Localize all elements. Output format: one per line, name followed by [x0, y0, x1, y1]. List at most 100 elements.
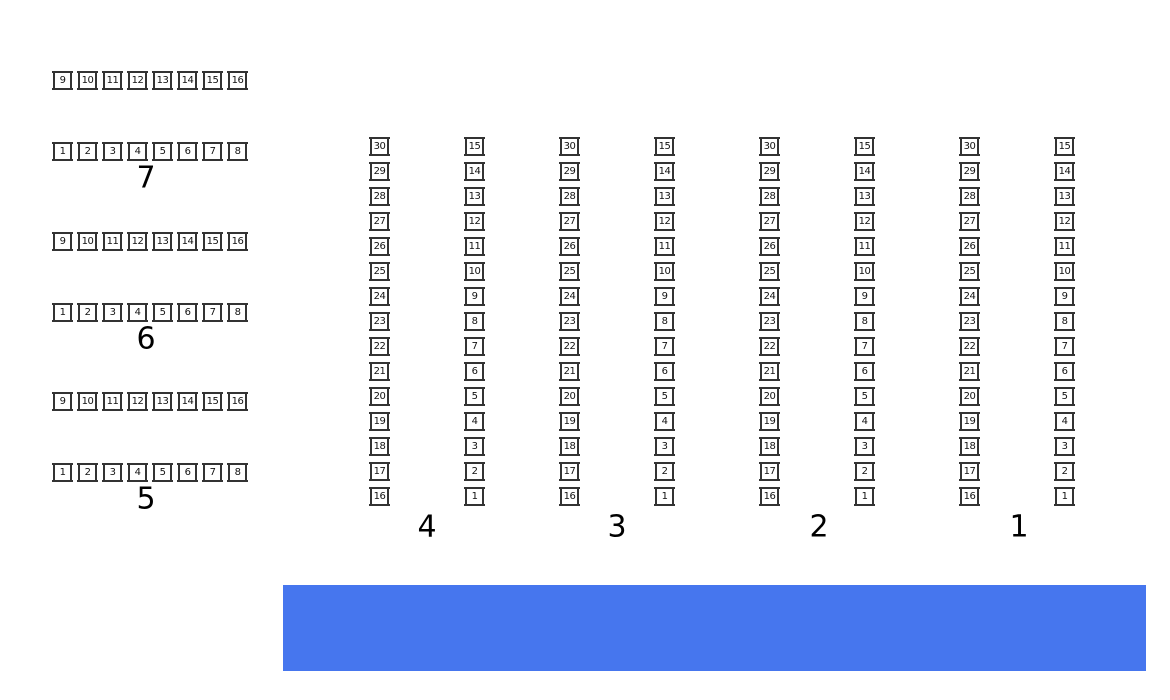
seat[interactable]: 3 [1054, 437, 1075, 456]
seat[interactable]: 15 [202, 392, 223, 411]
seat[interactable]: 12 [464, 212, 485, 231]
seat[interactable]: 8 [854, 312, 875, 331]
seat[interactable]: 25 [369, 262, 390, 281]
seat[interactable]: 21 [559, 362, 580, 381]
seat[interactable]: 28 [559, 187, 580, 206]
seat[interactable]: 27 [759, 212, 780, 231]
seat[interactable]: 15 [202, 231, 223, 251]
seat[interactable]: 16 [227, 71, 248, 90]
seat[interactable]: 3 [102, 142, 123, 161]
seat[interactable]: 24 [759, 287, 780, 306]
seat[interactable]: 21 [369, 362, 390, 381]
seat[interactable]: 10 [77, 231, 98, 251]
seat[interactable]: 27 [369, 212, 390, 231]
seat[interactable]: 10 [77, 71, 98, 90]
seat[interactable]: 11 [102, 392, 123, 411]
seat[interactable]: 4 [127, 302, 148, 322]
seat[interactable]: 5 [654, 387, 675, 406]
seat[interactable]: 1 [52, 142, 73, 161]
seat[interactable]: 23 [759, 312, 780, 331]
seat[interactable]: 8 [654, 312, 675, 331]
seat[interactable]: 8 [227, 142, 248, 161]
seat[interactable]: 20 [369, 387, 390, 406]
seat[interactable]: 6 [177, 302, 198, 322]
seat[interactable]: 12 [654, 212, 675, 231]
seat[interactable]: 30 [369, 137, 390, 156]
seat[interactable]: 24 [559, 287, 580, 306]
seat[interactable]: 10 [77, 392, 98, 411]
seat[interactable]: 15 [464, 137, 485, 156]
seat[interactable]: 1 [464, 487, 485, 506]
seat[interactable]: 28 [369, 187, 390, 206]
seat[interactable]: 2 [77, 142, 98, 161]
seat[interactable]: 17 [559, 462, 580, 481]
seat[interactable]: 11 [1054, 237, 1075, 256]
seat[interactable]: 22 [369, 337, 390, 356]
seat[interactable]: 30 [959, 137, 980, 156]
seat[interactable]: 20 [959, 387, 980, 406]
seat[interactable]: 10 [854, 262, 875, 281]
seat[interactable]: 5 [1054, 387, 1075, 406]
seat[interactable]: 14 [177, 231, 198, 251]
seat[interactable]: 11 [464, 237, 485, 256]
seat[interactable]: 20 [759, 387, 780, 406]
seat[interactable]: 6 [177, 142, 198, 161]
seat[interactable]: 23 [559, 312, 580, 331]
seat[interactable]: 15 [854, 137, 875, 156]
seat[interactable]: 11 [854, 237, 875, 256]
seat[interactable]: 25 [959, 262, 980, 281]
seat[interactable]: 14 [854, 162, 875, 181]
seat[interactable]: 3 [654, 437, 675, 456]
seat[interactable]: 2 [654, 462, 675, 481]
seat[interactable]: 3 [464, 437, 485, 456]
seat[interactable]: 1 [1054, 487, 1075, 506]
seat[interactable]: 19 [559, 412, 580, 431]
seat[interactable]: 11 [102, 231, 123, 251]
seat[interactable]: 9 [52, 231, 73, 251]
seat[interactable]: 27 [559, 212, 580, 231]
seat[interactable]: 17 [759, 462, 780, 481]
seat[interactable]: 9 [52, 392, 73, 411]
seat[interactable]: 7 [202, 302, 223, 322]
seat[interactable]: 8 [227, 302, 248, 322]
seat[interactable]: 18 [959, 437, 980, 456]
seat[interactable]: 15 [654, 137, 675, 156]
seat[interactable]: 4 [127, 463, 148, 482]
seat[interactable]: 10 [1054, 262, 1075, 281]
seat[interactable]: 17 [369, 462, 390, 481]
seat[interactable]: 24 [369, 287, 390, 306]
seat[interactable]: 7 [1054, 337, 1075, 356]
seat[interactable]: 3 [102, 302, 123, 322]
seat[interactable]: 24 [959, 287, 980, 306]
seat[interactable]: 2 [1054, 462, 1075, 481]
seat[interactable]: 13 [152, 392, 173, 411]
seat[interactable]: 4 [854, 412, 875, 431]
seat[interactable]: 3 [102, 463, 123, 482]
seat[interactable]: 12 [1054, 212, 1075, 231]
seat[interactable]: 12 [854, 212, 875, 231]
seat[interactable]: 15 [1054, 137, 1075, 156]
seat[interactable]: 19 [759, 412, 780, 431]
seat[interactable]: 7 [464, 337, 485, 356]
seat[interactable]: 2 [854, 462, 875, 481]
seat[interactable]: 10 [464, 262, 485, 281]
seat[interactable]: 2 [464, 462, 485, 481]
seat[interactable]: 21 [759, 362, 780, 381]
seat[interactable]: 25 [759, 262, 780, 281]
seat[interactable]: 30 [559, 137, 580, 156]
seat[interactable]: 1 [52, 302, 73, 322]
seat[interactable]: 23 [369, 312, 390, 331]
seat[interactable]: 13 [1054, 187, 1075, 206]
seat[interactable]: 7 [854, 337, 875, 356]
seat[interactable]: 14 [464, 162, 485, 181]
seat[interactable]: 7 [202, 463, 223, 482]
seat[interactable]: 5 [152, 302, 173, 322]
seat[interactable]: 29 [369, 162, 390, 181]
seat[interactable]: 9 [654, 287, 675, 306]
seat[interactable]: 4 [127, 142, 148, 161]
seat[interactable]: 6 [1054, 362, 1075, 381]
seat[interactable]: 14 [177, 71, 198, 90]
seat[interactable]: 19 [959, 412, 980, 431]
seat[interactable]: 28 [759, 187, 780, 206]
seat[interactable]: 17 [959, 462, 980, 481]
